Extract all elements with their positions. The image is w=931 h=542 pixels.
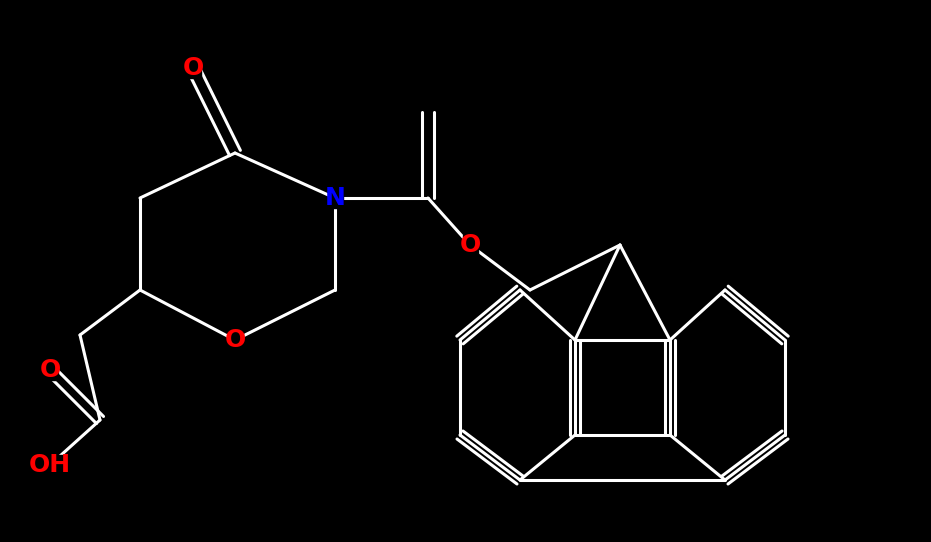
Text: O: O: [182, 56, 204, 80]
Bar: [43, 360, 58, 380]
Bar: [463, 235, 478, 255]
Bar: [37, 455, 63, 475]
Bar: [227, 330, 242, 350]
Text: O: O: [224, 328, 246, 352]
Text: N: N: [325, 186, 345, 210]
Bar: [328, 188, 343, 208]
Bar: [185, 58, 200, 78]
Text: OH: OH: [29, 453, 71, 477]
Text: O: O: [39, 358, 61, 382]
Text: O: O: [459, 233, 480, 257]
